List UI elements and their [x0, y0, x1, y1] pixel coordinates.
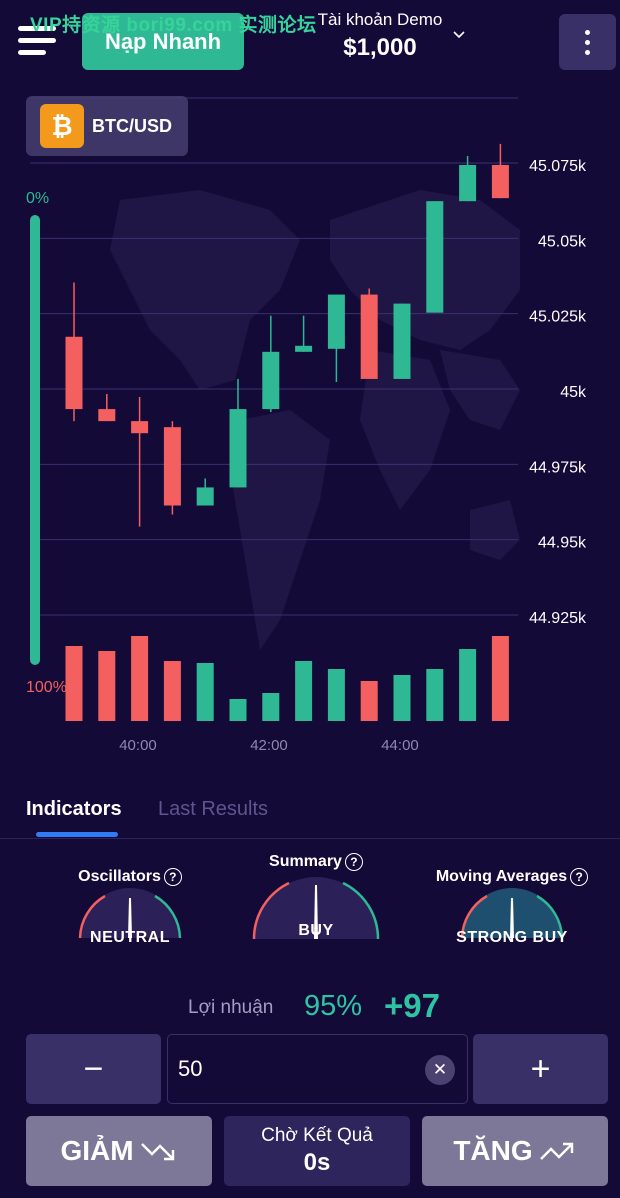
- volume-bar: [393, 675, 411, 721]
- candle-body: [98, 409, 116, 422]
- volume-bar: [131, 636, 149, 721]
- profit-percent: 95%: [304, 990, 363, 1022]
- volume-bar: [65, 646, 83, 721]
- more-options-button[interactable]: [559, 14, 616, 70]
- gauge-status: NEUTRAL: [90, 929, 170, 947]
- x-tick-label: 40:00: [119, 737, 157, 754]
- candle-body: [360, 294, 378, 379]
- y-tick-label: 44.975k: [529, 459, 587, 476]
- sentiment-top-label: 0%: [26, 190, 49, 207]
- moving-averages-gauge: Moving Averages? STRONG BUY: [424, 868, 600, 947]
- active-tab-indicator: [36, 832, 118, 837]
- profit-amount: +97: [384, 987, 440, 1024]
- candle-body: [131, 421, 149, 434]
- candle-body: [65, 336, 83, 410]
- watermark: VIP持资源 bori99.com 实测论坛: [30, 15, 317, 36]
- oscillators-gauge: Oscillators? NEUTRAL: [60, 868, 200, 947]
- sentiment-bar: [30, 215, 40, 665]
- gauge-status: BUY: [298, 922, 334, 940]
- volume-bar: [98, 651, 116, 721]
- gauge-title: Moving Averages: [435, 868, 568, 886]
- candle-body: [459, 165, 477, 202]
- x-tick-label: 42:00: [250, 737, 288, 754]
- countdown-label: Chờ Kết Quả: [261, 1125, 373, 1146]
- candle-body: [262, 351, 280, 410]
- summary-gauge: Summary? BUY: [246, 853, 386, 940]
- y-tick-label: 44.95k: [538, 535, 587, 552]
- gauge-title: Summary: [269, 853, 342, 871]
- volume-bar: [491, 636, 509, 721]
- buy-label: TĂNG: [453, 1135, 533, 1166]
- candle-body: [163, 427, 181, 506]
- y-tick-label: 45k: [560, 384, 587, 401]
- increase-amount-button[interactable]: +: [473, 1034, 608, 1104]
- account-balance: $1,000: [343, 34, 417, 61]
- help-icon[interactable]: ?: [163, 868, 182, 886]
- volume-bar: [426, 669, 444, 721]
- volume-bar: [327, 669, 345, 721]
- decrease-amount-button[interactable]: −: [26, 1034, 161, 1104]
- candle-body: [426, 201, 444, 313]
- countdown-value: 0s: [303, 1149, 331, 1176]
- profit-row: Lợi nhuận 95% +97: [0, 985, 620, 1031]
- gauge-dial-icon: [252, 877, 380, 940]
- volume-bar: [262, 693, 280, 721]
- tab-last-results[interactable]: Last Results: [158, 798, 269, 820]
- candle-body: [491, 165, 509, 199]
- y-tick-label: 45.075k: [529, 158, 587, 175]
- volume-bar: [196, 663, 214, 721]
- clear-icon[interactable]: ✕: [425, 1055, 455, 1085]
- chevron-down-icon[interactable]: [452, 28, 466, 42]
- world-map-background: [110, 190, 520, 650]
- volume-bar: [229, 699, 247, 721]
- candle-body: [393, 303, 411, 379]
- gauge-status: STRONG BUY: [456, 929, 568, 947]
- sell-down-button[interactable]: GIẢM: [26, 1116, 212, 1186]
- tab-indicators[interactable]: Indicators: [26, 798, 122, 820]
- quick-deposit-button[interactable]: Nạp Nhanh: [82, 13, 244, 70]
- buy-up-button[interactable]: TĂNG: [422, 1116, 608, 1186]
- y-tick-label: 45.05k: [538, 233, 587, 250]
- volume-bar: [360, 681, 378, 721]
- y-tick-label: 44.925k: [529, 610, 587, 627]
- account-selector[interactable]: Tài khoản Demo $1,000: [300, 10, 460, 62]
- asset-selector[interactable]: ₿ BTC/USD: [26, 96, 188, 156]
- profit-label: Lợi nhuận: [188, 997, 274, 1018]
- candle-body: [196, 487, 214, 506]
- amount-field-wrapper: ✕: [167, 1034, 468, 1104]
- volume-bar: [163, 661, 181, 721]
- asset-pair: BTC/USD: [92, 115, 172, 136]
- candle-body: [327, 294, 345, 349]
- top-bar: Nạp Nhanh VIP持资源 bori99.com 实测论坛 Tài kho…: [0, 0, 620, 90]
- result-countdown: Chờ Kết Quả 0s: [224, 1116, 410, 1186]
- gauge-dial-icon: [78, 888, 182, 939]
- volume-bar: [459, 649, 477, 721]
- help-icon[interactable]: ?: [344, 853, 363, 871]
- trend-down-icon: [140, 1143, 174, 1161]
- gauge-title: Oscillators: [78, 868, 161, 886]
- account-name: Tài khoản Demo: [317, 10, 443, 29]
- x-tick-label: 44:00: [381, 737, 419, 754]
- candle-body: [295, 345, 313, 352]
- help-icon[interactable]: ?: [570, 868, 589, 886]
- price-chart[interactable]: 0% 100% 45.075k 45.05k 45.025k 45k 44.975k 44.…: [0, 90, 620, 770]
- volume-bar: [295, 661, 313, 721]
- amount-input[interactable]: [176, 1053, 410, 1085]
- hamburger-menu-icon[interactable]: [18, 24, 58, 58]
- trend-up-icon: [539, 1142, 573, 1160]
- bitcoin-icon: ₿: [40, 104, 84, 148]
- gauge-dial-icon: [460, 888, 564, 939]
- sell-label: GIẢM: [60, 1135, 134, 1166]
- candlestick-chart[interactable]: 0% 100% 45.075k 45.05k 45.025k 45k 44.975k 44.…: [0, 90, 620, 770]
- candle-body: [229, 409, 247, 488]
- amount-row: − ✕ +: [0, 1034, 620, 1104]
- sentiment-bottom-label: 100%: [26, 679, 67, 696]
- y-tick-label: 45.025k: [529, 309, 587, 326]
- indicator-tabs: Indicators Last Results: [0, 790, 620, 839]
- trade-actions: GIẢM Chờ Kết Quả 0s TĂNG: [0, 1116, 620, 1188]
